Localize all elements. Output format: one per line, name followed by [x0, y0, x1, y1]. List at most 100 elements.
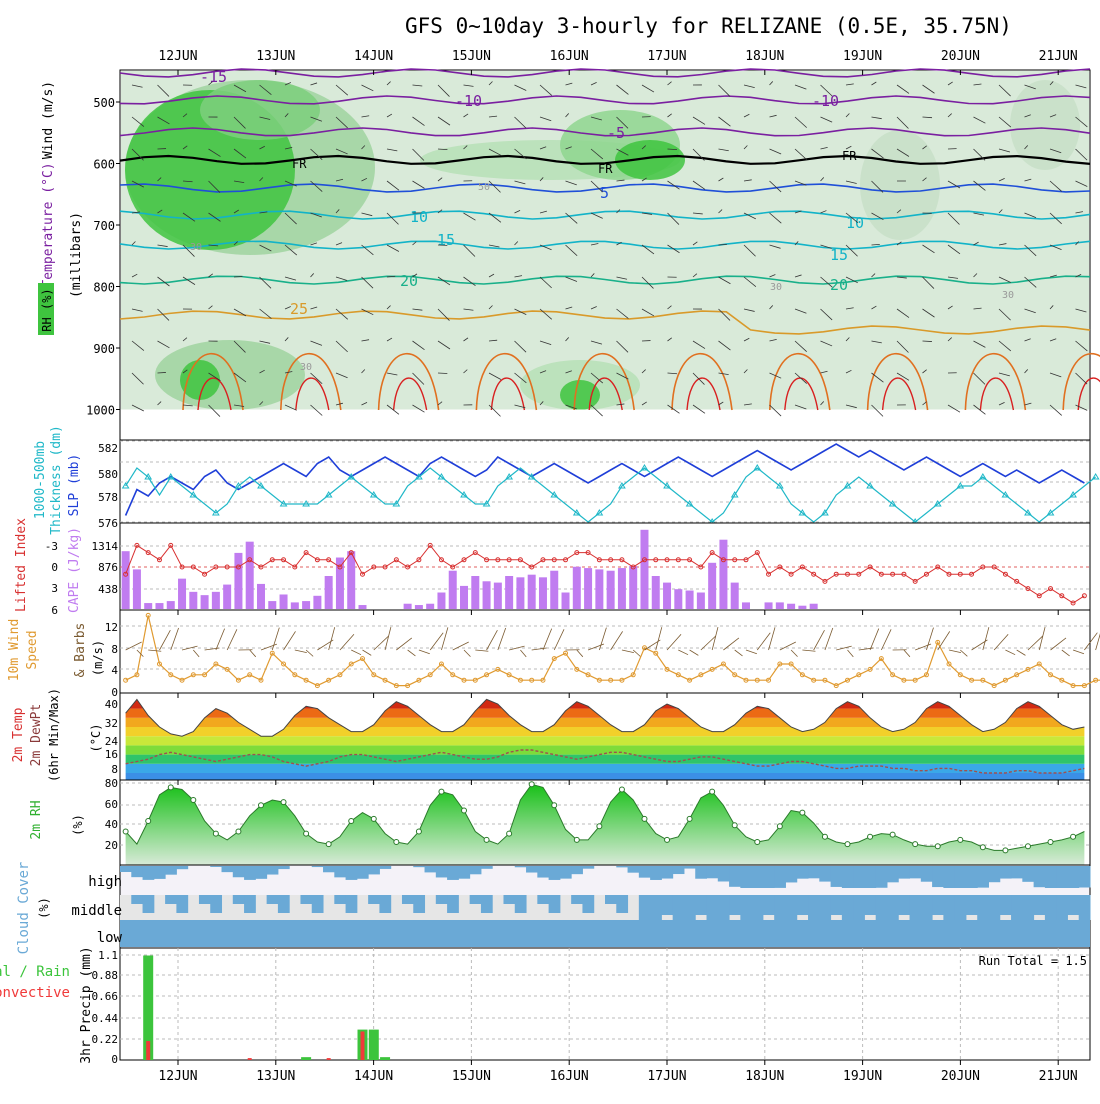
cloud-mid-bar: [887, 895, 899, 920]
cloud-mid-bar: [752, 895, 764, 920]
cape-bar-61: [810, 604, 818, 609]
label-wind: Wind (m/s): [41, 81, 56, 159]
date-bottom-21JUN: 21JUN: [1039, 1069, 1078, 1084]
cloud-mid-bar: [436, 895, 448, 904]
cloud-high-bar: [312, 866, 324, 867]
cape-bar-41: [584, 568, 592, 609]
rh-point: [371, 816, 376, 821]
cloud-mid-bar: [515, 895, 527, 913]
precip-ytick-0.22: 0.22: [92, 1033, 119, 1046]
chart-title: GFS 0~10day 3-hourly for RELIZANE (0.5E,…: [405, 14, 1012, 38]
cape-bar-12: [257, 584, 265, 609]
cloud-level-low: low: [97, 930, 123, 946]
cloud-high-bar: [222, 866, 234, 872]
cape-bar-37: [539, 577, 547, 609]
rh-point: [146, 819, 151, 824]
rh-point: [800, 810, 805, 815]
cloud-high-bar: [684, 866, 696, 869]
cloud-high-bar: [673, 866, 685, 874]
rh-point: [665, 837, 670, 842]
rh-point: [755, 840, 760, 845]
cloud-high-bar: [165, 866, 177, 875]
precip-ytick-0.66: 0.66: [92, 990, 119, 1003]
cape-bar-16: [302, 601, 310, 609]
cloud-high-bar: [549, 866, 561, 880]
cloud-mid-bar: [774, 895, 786, 920]
cloud-mid-bar: [831, 895, 843, 915]
cloud-mid-bar: [244, 895, 256, 913]
cloud-mid-bar: [616, 895, 628, 913]
cloud-high-bar: [323, 866, 335, 872]
cloud-high-bar: [718, 866, 730, 881]
rh-point: [913, 842, 918, 847]
cloud-high-bar: [120, 866, 132, 872]
cloud-high-bar: [910, 866, 922, 878]
precip-conv-bar-21: [361, 1032, 365, 1061]
cloud-mid-bar: [1056, 895, 1068, 920]
wind-ytick-12: 12: [105, 621, 118, 634]
cloud-high-bar: [876, 866, 888, 888]
cloud-mid-bar: [571, 895, 583, 904]
label-precip: 3hr Precip (mm): [79, 946, 94, 1063]
label-pressure: (millibars): [69, 212, 84, 298]
cloud-mid-bar: [470, 895, 482, 904]
cloud-high-bar: [1067, 866, 1079, 888]
precip-conv-bar-11: [248, 1058, 252, 1060]
cloud-high-bar: [797, 866, 809, 879]
cape-bar-59: [787, 604, 795, 609]
cloud-mid-bar: [898, 895, 910, 915]
cloud-mid-bar: [853, 895, 865, 920]
cloud-mid-bar: [368, 895, 380, 904]
cloud-high-bar: [695, 866, 707, 879]
label-temp-unit: (°C): [89, 724, 103, 753]
rh-point: [777, 824, 782, 829]
precip-total-bar-23: [380, 1057, 390, 1060]
label-minmax: (6hr Min/Max): [47, 688, 61, 782]
rh-point: [1071, 834, 1076, 839]
isotherm-label-3: -5: [607, 124, 625, 142]
rh-label-4: 30: [1002, 290, 1014, 301]
date-top-21JUN: 21JUN: [1039, 49, 1078, 64]
cape-bar-6: [189, 592, 197, 609]
rh-point: [462, 808, 467, 813]
rh-point: [822, 834, 827, 839]
temp-ytick-32: 32: [105, 717, 118, 730]
isotherm-label-1: -10: [455, 92, 482, 110]
cape-bar-58: [776, 602, 784, 609]
upper-ytick-900: 900: [93, 342, 115, 356]
cloud-high-bar: [966, 866, 978, 888]
rh-point: [507, 831, 512, 836]
label-temp2m: 2m Temp: [11, 707, 26, 762]
cloud-high-bar: [932, 866, 944, 887]
precip-conv-bar-18: [327, 1058, 331, 1060]
cloud-level-middle: middle: [71, 903, 122, 919]
cloud-high-bar: [887, 866, 899, 882]
cloud-high-bar: [582, 866, 594, 869]
label-wind-unit: (m/s): [91, 640, 105, 676]
cloud-mid-bar: [763, 895, 775, 915]
run-total: Run Total = 1.5: [979, 954, 1087, 968]
cape-bar-1: [133, 569, 141, 609]
cloud-high-bar: [740, 866, 752, 888]
rh-point: [236, 829, 241, 834]
cloud-high-bar: [1045, 866, 1057, 888]
cloud-high-bar: [650, 866, 662, 880]
cloud-mid-bar: [864, 895, 876, 915]
label-cloud-cover: Cloud Cover: [16, 862, 32, 955]
li-ytick--3: -3: [45, 540, 58, 553]
cloud-high-bar: [842, 866, 854, 888]
cloud-mid-bar: [1067, 895, 1079, 915]
cloud-high-bar: [1000, 866, 1012, 879]
isotherm-label-4: FR: [292, 157, 307, 171]
cloud-mid-bar: [684, 895, 696, 920]
cloud-mid-bar: [910, 895, 922, 920]
cape-bar-60: [798, 606, 806, 609]
cloud-high-bar: [458, 866, 470, 879]
rh-ytick-40: 40: [105, 818, 118, 831]
date-top-13JUN: 13JUN: [256, 49, 295, 64]
isotherm-label-13: 20: [830, 276, 848, 294]
label-dewpt2m: 2m DewPt: [29, 704, 44, 767]
cape-bar-31: [471, 576, 479, 609]
